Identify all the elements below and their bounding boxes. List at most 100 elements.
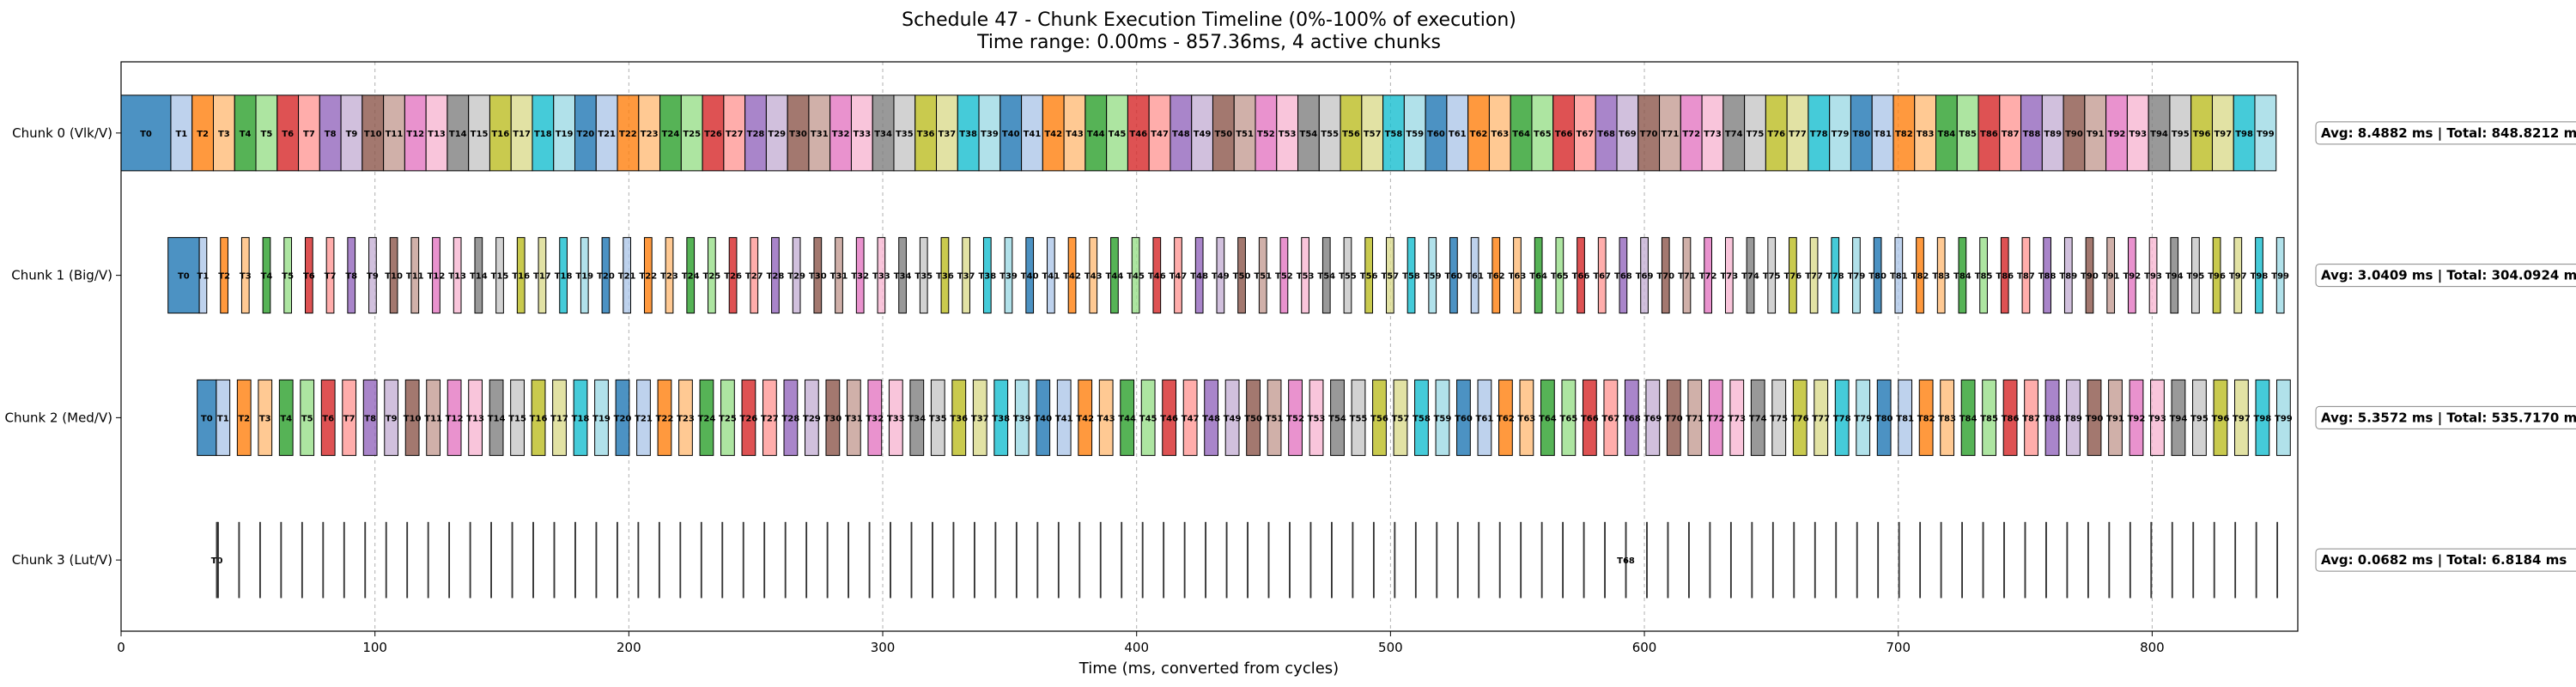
task-label: T13 [428,130,446,139]
task-bar [1456,379,1471,456]
task-label: T45 [1109,130,1127,139]
task-label: T36 [936,272,954,282]
task-label: T0 [211,556,223,566]
task-label: T19 [575,272,593,282]
task-bar [1267,379,1282,456]
task-label: T24 [662,130,680,139]
task-label: T26 [740,414,758,423]
task-label: T43 [1097,414,1115,423]
task-bar [721,521,724,599]
task-label: T87 [2022,414,2040,423]
task-label: T11 [406,272,424,282]
task-bar [1582,379,1597,456]
task-label: T65 [1551,272,1569,282]
task-bar [538,237,547,314]
task-bar [468,379,483,456]
task-bar [410,237,420,314]
task-bar [1577,237,1585,314]
task-bar [1425,94,1448,172]
task-label: T28 [782,414,800,423]
task-label: T96 [2193,130,2211,139]
task-bar [1067,237,1077,314]
task-bar [617,94,640,172]
task-bar [298,94,320,172]
task-label: T50 [1244,414,1262,423]
task-bar [1004,237,1013,314]
task-label: T65 [1534,130,1552,139]
task-label: T8 [364,414,376,423]
task-bar [678,379,693,456]
x-tick-label: 100 [362,640,387,655]
task-bar [1876,379,1892,456]
task-label: T34 [894,272,912,282]
task-bar [1141,521,1144,599]
task-bar [680,94,703,172]
task-bar [2129,379,2144,456]
task-bar [304,237,313,314]
task-label: T37 [957,272,975,282]
x-axis: 0 100 200 300 400 500 600 700 800 [117,631,2165,655]
task-label: T39 [1013,414,1031,423]
task-bar [2255,237,2263,314]
task-bar [930,379,945,456]
task-label: T88 [2023,130,2041,139]
task-bar [2171,379,2186,456]
task-bar [447,379,462,456]
task-bar [1510,94,1533,172]
task-label: T2 [197,130,209,139]
task-label: T23 [641,130,659,139]
task-bar [1573,94,1596,172]
task-bar [368,237,377,314]
task-label: T61 [1466,272,1484,282]
task-bar [636,379,651,456]
task-label: T42 [1076,414,1094,423]
task-label: T76 [1767,130,1785,139]
task-label: T66 [1572,272,1590,282]
task-bar [1646,521,1648,599]
task-bar [1394,521,1396,599]
task-label: T31 [811,130,829,139]
task-bar [1640,237,1649,314]
task-label: T5 [261,130,273,139]
task-bar [783,379,799,456]
task-label: T95 [2190,414,2208,423]
task-label: T14 [488,414,506,423]
task-label: T83 [1917,130,1935,139]
task-label: T1 [217,414,229,423]
task-bar [552,379,567,456]
task-label: T2 [218,272,230,282]
task-label: T2 [238,414,250,423]
task-label: T12 [446,414,464,423]
y-tick-label: Chunk 0 (Vlk/V) [12,125,112,141]
task-label: T48 [1190,272,1208,282]
task-label: T24 [682,272,700,282]
task-label: T33 [872,272,890,282]
task-label: T81 [1896,414,1914,423]
x-tick-label: 700 [1886,640,1911,655]
task-label: T81 [1874,130,1892,139]
task-label: T63 [1491,130,1509,139]
task-bar [771,237,780,314]
task-label: T10 [385,272,403,282]
task-label: T29 [803,414,821,423]
task-label: T50 [1233,272,1251,282]
task-label: T91 [2087,130,2105,139]
task-bar [1894,237,1904,314]
task-bar [1393,379,1408,456]
task-label: T55 [1339,272,1357,282]
task-label: T28 [747,130,765,139]
task-label: T22 [619,130,637,139]
task-label: T47 [1182,414,1200,423]
task-label: T86 [2002,414,2020,423]
task-bar [1089,237,1098,314]
task-label: T14 [470,272,488,282]
task-label: T57 [1364,130,1382,139]
task-label: T78 [1826,272,1844,282]
task-label: T73 [1720,272,1738,282]
task-label: T34 [874,130,892,139]
task-bar [1531,94,1554,172]
task-bar [2190,94,2213,172]
task-bar [686,237,696,314]
task-bar [1163,521,1165,599]
task-label: T66 [1555,130,1573,139]
